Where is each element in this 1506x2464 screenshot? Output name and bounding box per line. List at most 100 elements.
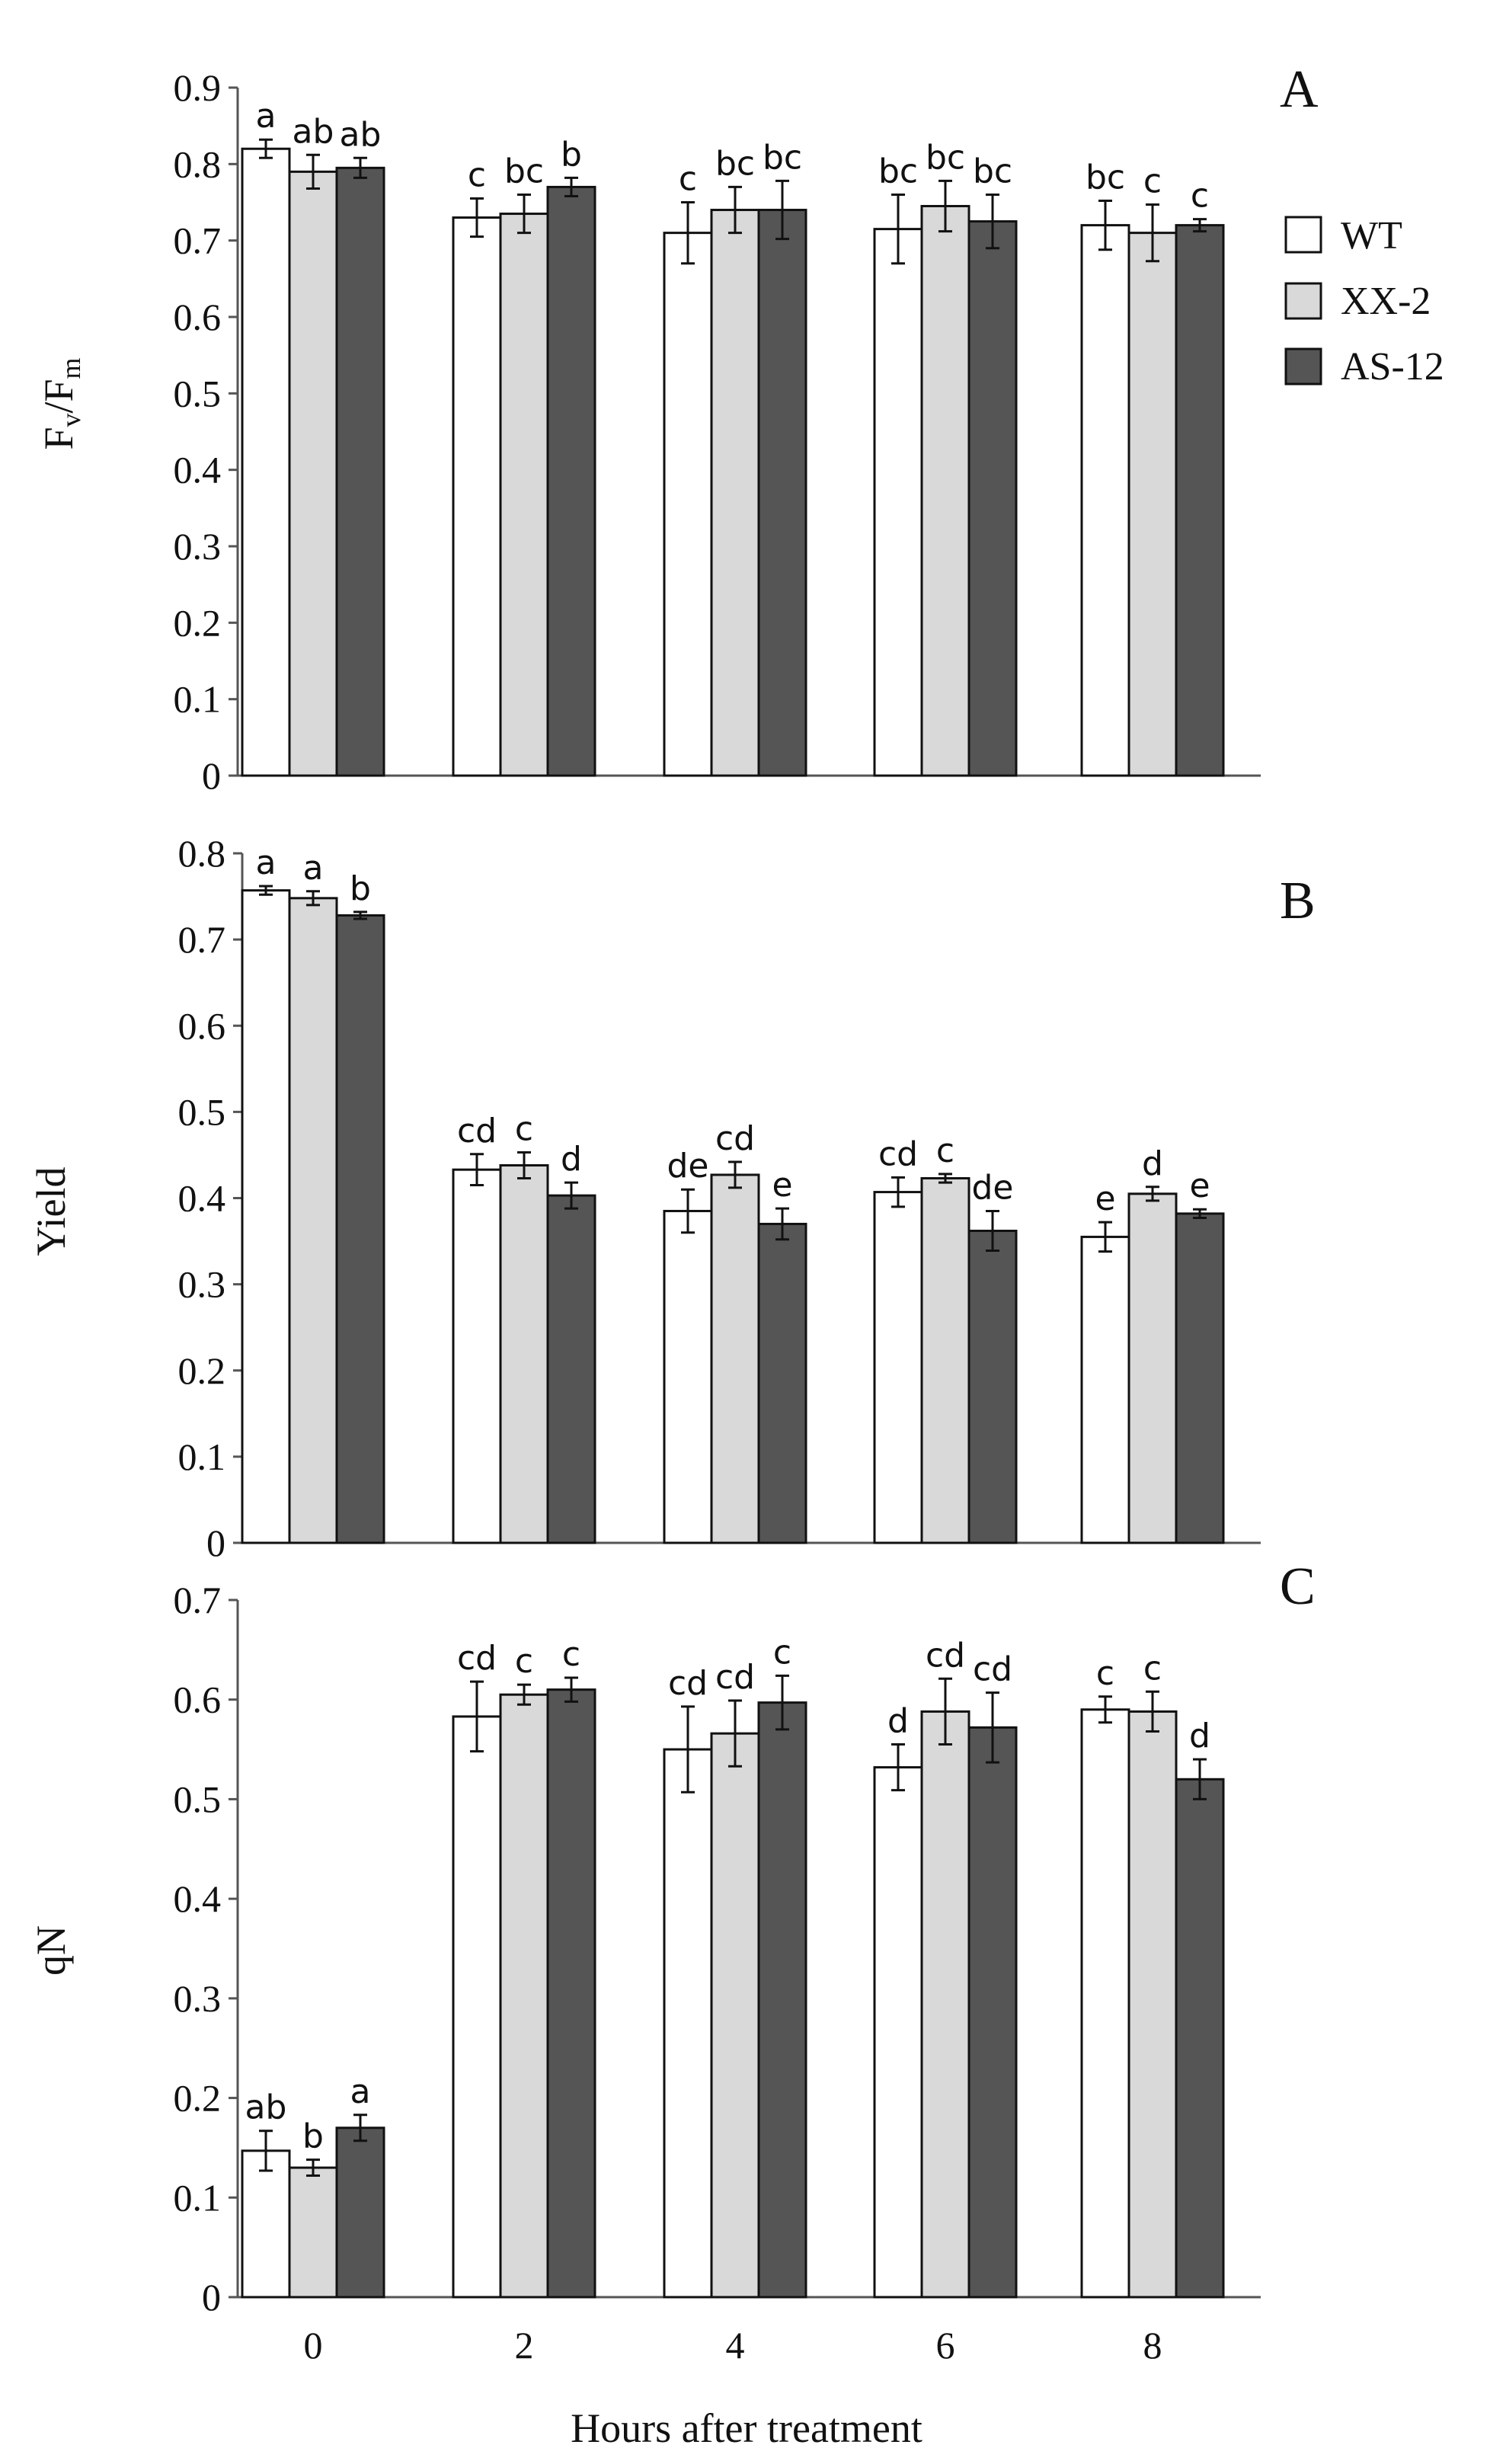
bar-wt-4h [663, 232, 713, 777]
legend-label-as12: AS-12 [1341, 345, 1444, 389]
y-tick-label: 0.4 [174, 449, 222, 491]
bar-wt-8h [1080, 1708, 1130, 2299]
y-tick-label: 0.8 [178, 832, 226, 875]
y-tick-label: 0.6 [178, 1004, 226, 1047]
x-tick-label: 6 [936, 2324, 955, 2366]
legend-swatch-wt [1284, 216, 1322, 254]
bar-xx-2-8h [1127, 232, 1178, 777]
significance-label: bc [878, 152, 918, 190]
bar-as-12-6h [967, 1726, 1018, 2299]
legend: WT XX-2 AS-12 [1284, 214, 1444, 389]
y-tick-label: 0 [206, 1522, 225, 1564]
bar-as-12-4h [757, 1222, 807, 1544]
bar-xx-2-8h [1127, 1710, 1178, 2299]
bar-xx-2-0h [288, 897, 338, 1544]
x-tick-label: 2 [515, 2324, 534, 2366]
bar-as-12-6h [967, 220, 1018, 777]
y-tick-label: 0.5 [174, 1778, 222, 1820]
bar-xx-2-0h [288, 2166, 338, 2299]
significance-label: c [1143, 162, 1162, 201]
legend-swatch-xx2 [1284, 282, 1322, 320]
legend-label-xx2: XX-2 [1341, 280, 1431, 323]
panel-a-chart: 00.10.20.30.40.50.60.70.80.9a ab abc bc bc bc… [174, 66, 1261, 797]
bar-as-12-4h [757, 1701, 807, 2299]
significance-label: d [887, 1702, 909, 1741]
y-tick-label: 0.7 [178, 918, 226, 961]
significance-label: b [561, 135, 582, 174]
x-axis-title: Hours after treatment [571, 2405, 922, 2451]
significance-label: cd [668, 1664, 708, 1703]
bar-as-12-0h [335, 2126, 385, 2299]
significance-label: cd [457, 1112, 497, 1150]
significance-label: c [773, 1633, 791, 1672]
significance-label: bc [926, 138, 965, 177]
legend-label-wt: WT [1341, 214, 1402, 258]
bar-xx-2-2h [499, 1693, 549, 2299]
bar-xx-2-2h [499, 213, 549, 777]
panel-letter-c: C [1280, 1557, 1316, 1616]
significance-label: c [468, 155, 486, 194]
y-tick-label: 0.3 [174, 525, 222, 568]
y-tick-label: 0.6 [174, 1678, 222, 1721]
significance-label: bc [504, 152, 544, 190]
significance-label: c [562, 1635, 580, 1674]
panel-letter-b: B [1280, 872, 1316, 930]
bar-wt-2h [452, 1715, 502, 2299]
significance-label: bc [1086, 158, 1125, 197]
bar-wt-6h [873, 228, 923, 777]
y-tick-label: 0.5 [174, 372, 222, 414]
bar-wt-6h [873, 1191, 923, 1544]
bar-as-12-2h [546, 1688, 596, 2299]
significance-label: e [1189, 1166, 1210, 1205]
bar-as-12-8h [1175, 1778, 1225, 2299]
bar-wt-8h [1080, 224, 1130, 777]
significance-label: cd [973, 1650, 1012, 1689]
y-axis-title-b: Yield [28, 1167, 74, 1256]
bar-as-12-8h [1175, 1212, 1225, 1544]
y-tick-label: 0.3 [174, 1977, 222, 2020]
bar-as-12-4h [757, 209, 807, 777]
significance-label: c [1096, 1654, 1114, 1693]
significance-label: a [256, 843, 277, 882]
significance-label: c [1191, 177, 1209, 216]
significance-label: e [1095, 1179, 1115, 1218]
significance-label: c [936, 1131, 954, 1170]
bar-wt-0h [241, 2149, 291, 2299]
bar-xx-2-4h [710, 209, 760, 777]
y-tick-label: 0.6 [174, 296, 222, 338]
y-tick-label: 0.8 [174, 142, 222, 185]
significance-label: a [350, 2072, 371, 2111]
significance-label: a [256, 97, 277, 136]
significance-label: c [515, 1110, 533, 1149]
significance-label: bc [763, 138, 802, 177]
y-tick-label: 0 [202, 2276, 221, 2318]
x-tick-label: 8 [1143, 2324, 1162, 2366]
bar-wt-2h [452, 216, 502, 777]
bar-as-12-0h [335, 914, 385, 1544]
significance-label: cd [878, 1134, 918, 1173]
bar-wt-8h [1080, 1235, 1130, 1544]
bar-xx-2-8h [1127, 1192, 1178, 1544]
y-tick-label: 0.9 [174, 66, 222, 109]
y-tick-label: 0.2 [174, 2077, 222, 2120]
x-tick-label: 4 [726, 2324, 745, 2366]
bar-xx-2-4h [710, 1173, 760, 1544]
significance-label: b [302, 2117, 324, 2156]
bar-wt-4h [663, 1748, 713, 2299]
y-tick-label: 0.4 [174, 1877, 222, 1920]
significance-label: e [772, 1166, 792, 1205]
y-tick-label: 0.2 [178, 1349, 226, 1392]
significance-label: ab [293, 112, 334, 151]
bar-wt-4h [663, 1209, 713, 1544]
x-tick-label: 0 [304, 2324, 323, 2366]
significance-label: c [679, 160, 697, 199]
significance-label: d [1142, 1144, 1163, 1183]
y-tick-label: 0.1 [178, 1435, 226, 1478]
significance-label: c [1143, 1649, 1162, 1688]
bar-wt-0h [241, 889, 291, 1544]
y-tick-label: 0.5 [178, 1090, 226, 1133]
significance-label: d [561, 1140, 582, 1179]
